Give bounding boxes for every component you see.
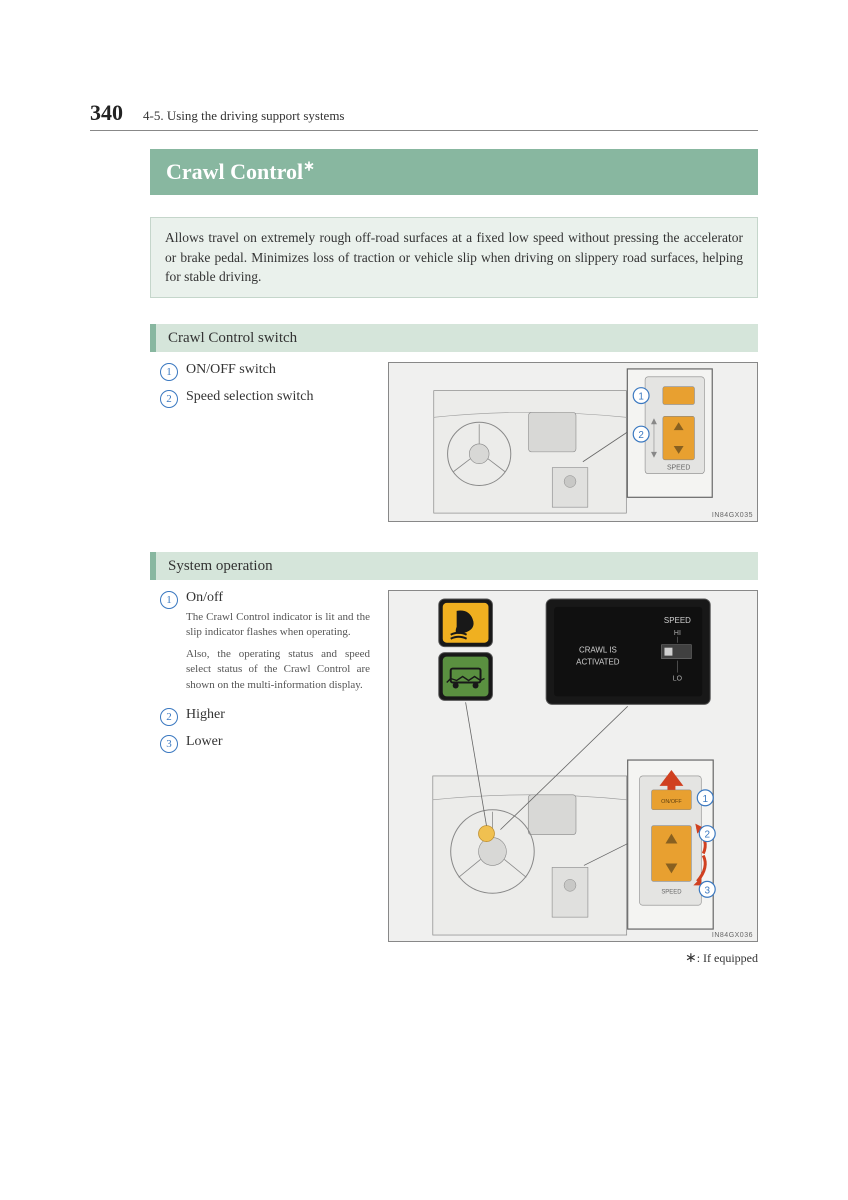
- footnote-star: ∗: [685, 951, 697, 966]
- page-number: 340: [90, 100, 123, 126]
- footnote-text: : If equipped: [697, 951, 758, 965]
- section1-header: Crawl Control switch: [150, 324, 758, 352]
- section2-list: 1 On/off The Crawl Control indicator is …: [150, 590, 370, 942]
- intro-box: Allows travel on extremely rough off-roa…: [150, 217, 758, 298]
- svg-text:HI: HI: [674, 630, 681, 637]
- svg-text:ACTIVATED: ACTIVATED: [576, 658, 620, 667]
- operation-illustration: SPEED HI CRAWL IS ACTIVATED LO: [389, 591, 757, 941]
- page-title: Crawl Control∗: [166, 159, 315, 184]
- section1-body: 1 ON/OFF switch 2 Speed selection switch: [150, 362, 758, 522]
- badge-3: 3: [160, 735, 178, 753]
- diagram-crawl-switch: SPEED 1 2 IN84GX035: [388, 362, 758, 522]
- chapter-title: 4-5. Using the driving support systems: [143, 108, 345, 124]
- item-label: Lower: [186, 734, 223, 750]
- item-subtext: Also, the operating status and speed sel…: [186, 647, 370, 693]
- svg-text:LO: LO: [673, 676, 683, 683]
- badge-1: 1: [160, 591, 178, 609]
- diagram-tag: IN84GX035: [712, 512, 753, 519]
- svg-text:SPEED: SPEED: [661, 889, 682, 895]
- section2-body: 1 On/off The Crawl Control indicator is …: [150, 590, 758, 942]
- header-rule: [90, 130, 758, 131]
- item-label: On/off: [186, 590, 370, 606]
- svg-text:CRAWL IS: CRAWL IS: [579, 646, 617, 655]
- page-header: 340 4-5. Using the driving support syste…: [90, 100, 758, 126]
- svg-text:3: 3: [704, 885, 710, 896]
- badge-2: 2: [160, 390, 178, 408]
- title-main: Crawl Control: [166, 159, 303, 184]
- svg-text:ON/OFF: ON/OFF: [661, 799, 682, 805]
- badge-1: 1: [160, 363, 178, 381]
- footnote: ∗: If equipped: [685, 950, 758, 967]
- list-item: 2 Higher: [160, 707, 370, 726]
- item-label: Higher: [186, 707, 225, 723]
- section2-title: System operation: [168, 558, 273, 574]
- svg-text:2: 2: [704, 830, 710, 841]
- list-item: 1 ON/OFF switch: [160, 362, 370, 381]
- item-subtext: The Crawl Control indicator is lit and t…: [186, 610, 370, 641]
- diagram-tag: IN84GX036: [712, 932, 753, 939]
- svg-text:1: 1: [702, 794, 708, 805]
- list-item: 2 Speed selection switch: [160, 389, 370, 408]
- list-item: 1 On/off The Crawl Control indicator is …: [160, 590, 370, 699]
- dashboard-illustration: SPEED 1 2: [389, 363, 757, 521]
- badge-2: 2: [160, 708, 178, 726]
- intro-text: Allows travel on extremely rough off-roa…: [165, 228, 743, 287]
- svg-text:SPEED: SPEED: [667, 465, 690, 472]
- title-bar: Crawl Control∗: [150, 149, 758, 195]
- diagram-system-operation: SPEED HI CRAWL IS ACTIVATED LO: [388, 590, 758, 942]
- section2-header: System operation: [150, 552, 758, 580]
- section1-list: 1 ON/OFF switch 2 Speed selection switch: [150, 362, 370, 522]
- svg-text:1: 1: [638, 392, 643, 403]
- section1-title: Crawl Control switch: [168, 330, 297, 346]
- item-label: Speed selection switch: [186, 389, 314, 405]
- title-asterisk: ∗: [303, 160, 315, 175]
- svg-text:2: 2: [638, 430, 643, 441]
- svg-text:SPEED: SPEED: [664, 616, 691, 625]
- item-label: ON/OFF switch: [186, 362, 276, 378]
- list-item: 3 Lower: [160, 734, 370, 753]
